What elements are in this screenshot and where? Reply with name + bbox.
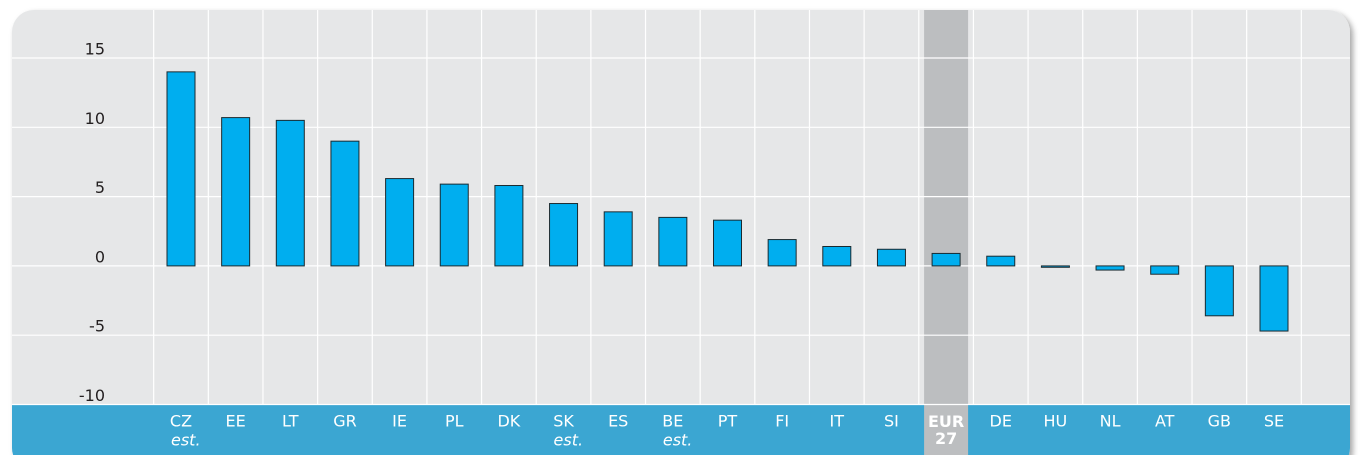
x-tick-label: EE [226,412,246,431]
bar [767,239,797,267]
x-tick-label: SK [553,412,574,431]
x-tick-label: AT [1155,412,1175,431]
y-tick-label: 0 [95,247,105,266]
bar [439,183,469,267]
x-tick-label: DK [497,412,520,431]
bar [330,140,360,267]
y-tick-label: -10 [79,386,105,405]
bar [931,252,961,267]
x-tick-note: est. [171,431,201,450]
bar [221,117,251,267]
bar [1095,265,1125,271]
x-tick-label: FI [775,412,789,431]
x-tick-label: DE [990,412,1012,431]
x-tick-label: BE [662,412,683,431]
highlight-column [924,10,969,455]
bar [385,178,415,267]
bar [658,216,688,267]
x-tick-label: LT [282,412,299,431]
bar [1150,265,1180,275]
bar [549,203,579,267]
x-tick-label: ES [608,412,628,431]
y-tick-label: 15 [85,40,105,59]
bar [275,119,305,267]
x-tick-label: GB [1208,412,1231,431]
x-tick-label: CZ [170,412,192,431]
bar [986,255,1016,267]
y-tick-label: -5 [89,317,105,336]
bar [1259,265,1289,332]
x-tick-label: SI [884,412,899,431]
bar [1040,265,1070,268]
bar [603,211,633,267]
x-tick-label: PL [445,412,464,431]
x-tick-label: EUR 27 [928,412,964,448]
bar [876,248,906,267]
x-tick-label: IE [392,412,407,431]
bar [1204,265,1234,317]
x-tick-label: GR [333,412,357,431]
x-tick-label: SE [1264,412,1284,431]
x-tick-label: IT [830,412,845,431]
x-tick-label: PT [718,412,738,431]
bar [494,185,524,267]
category-band [12,405,1350,455]
x-tick-note: est. [554,431,584,450]
x-tick-note: est. [663,431,693,450]
bar [822,245,852,267]
x-tick-label: NL [1100,412,1121,431]
y-tick-label: 5 [95,178,105,197]
x-tick-label: HU [1044,412,1068,431]
bar [713,219,742,267]
y-tick-label: 10 [85,109,105,128]
bar [166,71,196,267]
